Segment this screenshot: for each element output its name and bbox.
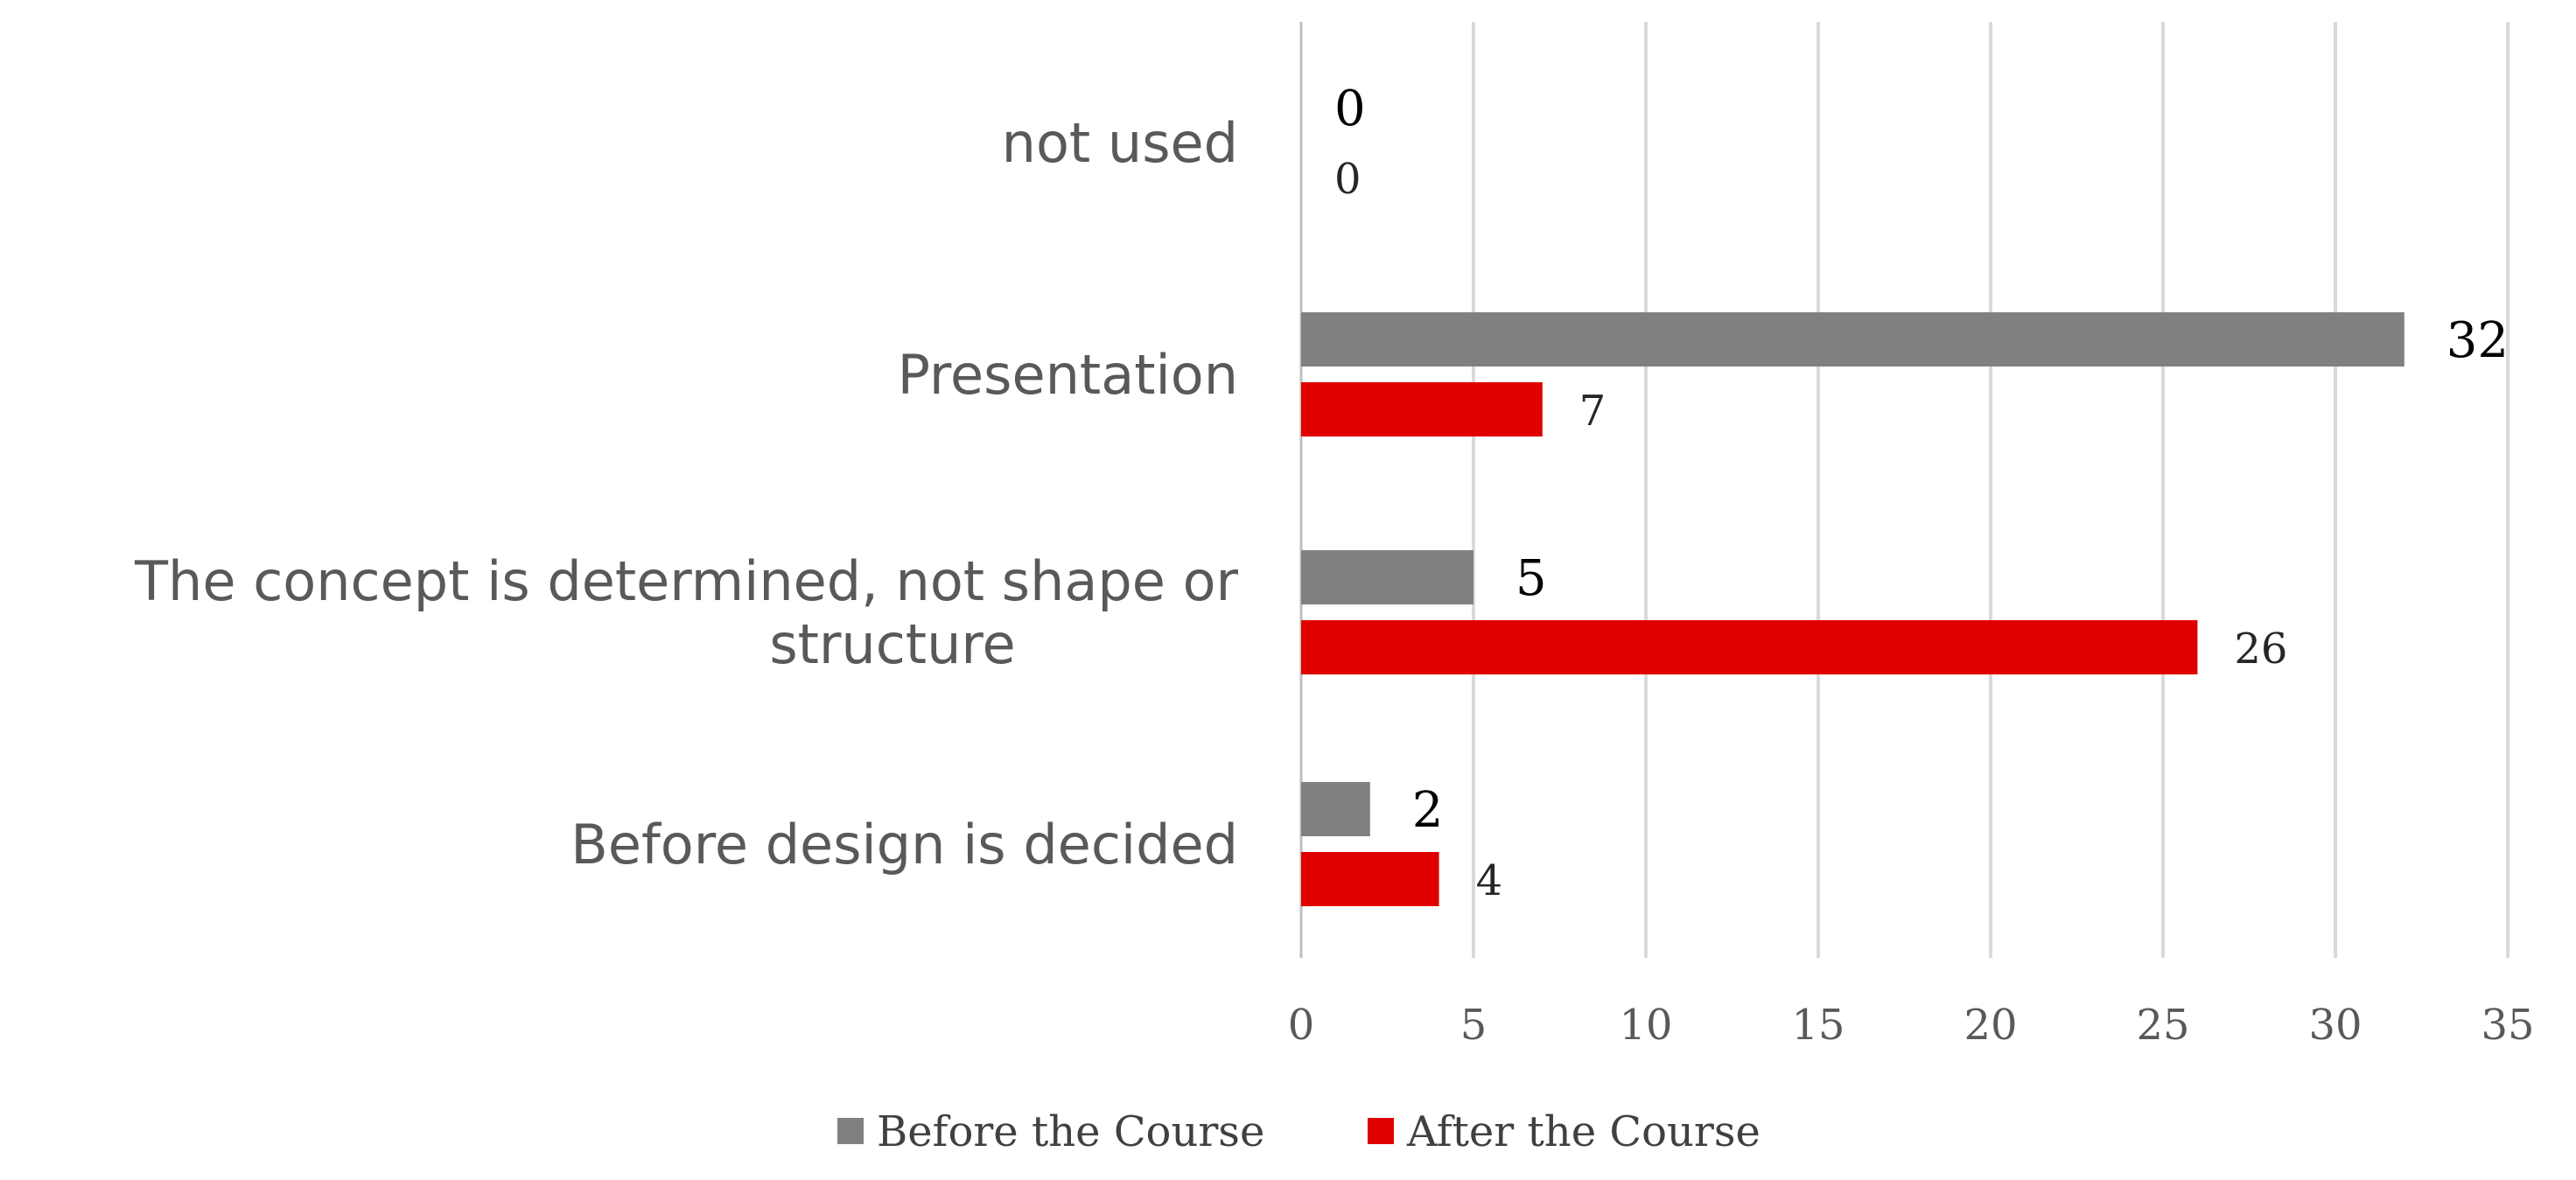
data-label-after: 26 <box>2234 625 2287 674</box>
category-label: The concept is determined, not shape or s… <box>134 549 1238 676</box>
bar-before-the-course <box>1301 550 1474 604</box>
bar-after-the-course <box>1301 620 2198 674</box>
x-tick-label: 5 <box>1460 1001 1488 1050</box>
category-label: Presentation <box>898 343 1238 407</box>
data-label-before: 0 <box>1334 80 1366 137</box>
bar-after-the-course <box>1301 852 1439 906</box>
category-label: not used <box>1002 111 1238 175</box>
legend-label: Before the Course <box>877 1107 1264 1156</box>
data-label-before: 2 <box>1412 782 1444 839</box>
category-label-line: structure <box>769 612 1015 676</box>
x-tick-label: 35 <box>2481 1001 2534 1050</box>
category-label-line: The concept is determined, not shape or <box>134 549 1238 613</box>
x-tick-label: 0 <box>1288 1001 1315 1050</box>
bar-before-the-course <box>1301 782 1370 836</box>
data-label-after: 4 <box>1476 856 1503 905</box>
x-tick-label: 15 <box>1791 1001 1844 1050</box>
x-tick-label: 10 <box>1619 1001 1672 1050</box>
data-label-before: 5 <box>1516 550 1547 607</box>
category-label: Before design is decided <box>570 813 1238 876</box>
x-tick-label: 20 <box>1964 1001 2017 1050</box>
data-label-after: 0 <box>1334 155 1362 204</box>
legend-swatch <box>1368 1118 1394 1144</box>
data-label-before: 32 <box>2446 312 2509 369</box>
legend-label: After the Course <box>1406 1107 1760 1156</box>
x-tick-label: 30 <box>2308 1001 2362 1050</box>
legend-swatch <box>837 1118 864 1144</box>
x-tick-label: 25 <box>2136 1001 2189 1050</box>
data-label-after: 7 <box>1579 387 1606 436</box>
bar-after-the-course <box>1301 382 1543 436</box>
bar-before-the-course <box>1301 312 2404 367</box>
